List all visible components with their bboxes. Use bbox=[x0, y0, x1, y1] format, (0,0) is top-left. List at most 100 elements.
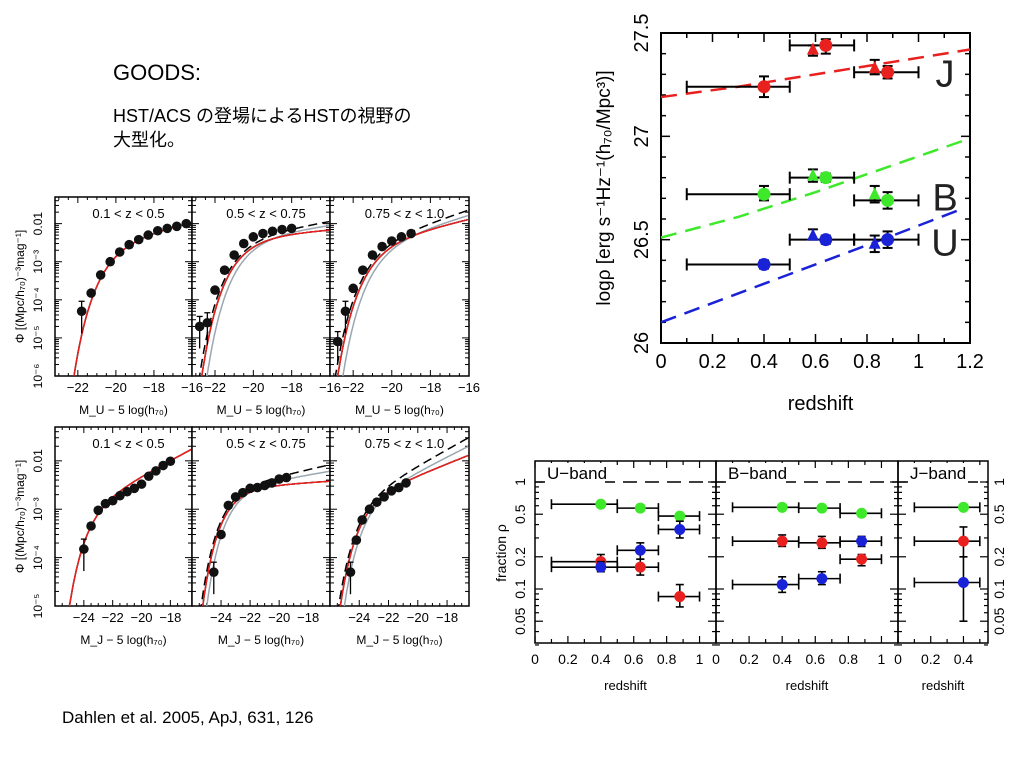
band-label-B: B bbox=[932, 177, 957, 219]
x-tick-label: −18 bbox=[436, 610, 458, 625]
data-point bbox=[95, 270, 106, 280]
data-point bbox=[674, 591, 686, 603]
x-tick-label: 0.2 bbox=[921, 651, 941, 667]
data-point bbox=[86, 288, 96, 298]
lf-panel-J-0: −24 −22 −20 −18 M_J − 5 log(h₇₀) 0.1 < z < 0.… bbox=[54, 426, 193, 647]
data-point bbox=[129, 483, 140, 494]
reference-curve-grey bbox=[342, 214, 469, 376]
data-point-J-circle bbox=[881, 65, 895, 79]
x-axis-label: redshift bbox=[604, 678, 647, 693]
data-point bbox=[223, 500, 234, 511]
luminosity-functions-chart: −22 −20 −18 −16 M_U − 5 log(h₇₀) 0.1 < z < 0.… bbox=[13, 196, 480, 647]
x-tick-label: −20 bbox=[381, 380, 403, 395]
data-point bbox=[143, 230, 154, 240]
x-tick-label: −20 bbox=[242, 380, 264, 395]
x-axis-label: M_J − 5 log(h₇₀) bbox=[356, 633, 442, 647]
panel-frame bbox=[534, 460, 717, 644]
y-tick-label: 27 bbox=[631, 125, 653, 147]
panel-label: 0.5 < z < 0.75 bbox=[226, 436, 306, 451]
data-point-B-triangle bbox=[868, 187, 881, 200]
lf-panel-U-2: −22 −20 −18 −16 M_U − 5 log(h₇₀) 0.75 < z < 1… bbox=[329, 196, 480, 417]
lf-panel-J-1: −24 −22 −20 −18 M_J − 5 log(h₇₀) 0.5 < z < 0.… bbox=[191, 426, 331, 647]
x-axis-label: redshift bbox=[788, 393, 854, 415]
data-point-B-circle bbox=[757, 187, 771, 201]
band-label-U: U bbox=[931, 223, 958, 265]
model-line-U bbox=[660, 209, 958, 324]
y-tick-label: 27.5 bbox=[631, 14, 653, 53]
y-tick-label: 10⁻⁶ bbox=[31, 364, 45, 389]
x-tick-label: 0.6 bbox=[802, 351, 830, 373]
y-tick-label: 26 bbox=[631, 332, 653, 354]
x-tick-label: −22 bbox=[204, 380, 226, 395]
fraction-panel-0: 0 0.2 0.4 0.6 0.8 1 redshift U−band bbox=[531, 460, 717, 693]
x-tick-label: 0.4 bbox=[954, 651, 974, 667]
subtitle-line-2: 大型化。 bbox=[113, 130, 185, 150]
panel-frame bbox=[54, 426, 193, 607]
y-tick-label-left: 0.5 bbox=[512, 504, 528, 524]
y-axis-label: Φ [(Mpc/h₇₀)⁻³mag⁻¹] bbox=[13, 460, 27, 573]
data-point bbox=[776, 535, 788, 547]
panel-label: 0.1 < z < 0.5 bbox=[92, 436, 164, 451]
x-tick-label: −18 bbox=[143, 380, 165, 395]
panel-label: 0.75 < z < 1.0 bbox=[365, 436, 445, 451]
x-tick-label: −24 bbox=[73, 610, 95, 625]
data-point bbox=[816, 537, 828, 549]
data-point-J-circle bbox=[819, 38, 833, 52]
data-point bbox=[364, 504, 375, 515]
data-point bbox=[79, 544, 89, 554]
y-tick-label: 10⁻⁵ bbox=[31, 594, 45, 619]
x-tick-label: −16 bbox=[181, 380, 203, 395]
data-point bbox=[238, 238, 249, 249]
data-point bbox=[114, 247, 125, 257]
data-point bbox=[674, 523, 686, 535]
data-point-U-triangle bbox=[806, 228, 819, 241]
data-point bbox=[136, 479, 147, 489]
x-tick-label: 0.2 bbox=[558, 651, 578, 667]
data-point bbox=[816, 502, 828, 514]
data-point bbox=[151, 466, 161, 476]
x-tick-label: 0.6 bbox=[624, 651, 644, 667]
band-label-J: J bbox=[936, 53, 955, 95]
x-tick-label: 0.6 bbox=[806, 651, 826, 667]
data-point bbox=[396, 232, 407, 242]
y-axis-label: Φ [(Mpc/h₇₀)⁻³mag⁻¹] bbox=[13, 230, 27, 343]
data-point bbox=[230, 492, 241, 502]
y-tick-label: 10⁻³ bbox=[31, 250, 45, 274]
x-tick-label: 0.2 bbox=[739, 651, 759, 667]
y-tick-label-right: 0.2 bbox=[991, 547, 1007, 567]
data-point-B-triangle bbox=[806, 168, 819, 181]
x-tick-label: 0.2 bbox=[699, 351, 727, 373]
data-point bbox=[245, 483, 255, 494]
data-point bbox=[162, 223, 173, 234]
y-tick-label: 0.01 bbox=[31, 449, 45, 473]
data-point bbox=[194, 321, 205, 332]
y-tick-label-left: 0.1 bbox=[512, 579, 528, 599]
x-tick-label: 0.8 bbox=[853, 351, 881, 373]
x-tick-label: −18 bbox=[297, 610, 319, 625]
slide-subtitle: HST/ACS の登場によるHSTの視野の 大型化。 bbox=[113, 104, 493, 152]
data-point bbox=[210, 285, 220, 295]
data-point bbox=[595, 498, 607, 510]
panel-label: 0.5 < z < 0.75 bbox=[226, 206, 306, 221]
data-point bbox=[124, 239, 135, 250]
label-backing bbox=[545, 463, 605, 483]
data-point bbox=[181, 218, 192, 229]
data-point bbox=[776, 501, 788, 513]
fraction-panel-2: 0 0.2 0.4 redshift J−band bbox=[894, 460, 989, 693]
x-tick-label: −20 bbox=[130, 610, 152, 625]
plot-frame bbox=[660, 32, 971, 344]
panel-label: 0.1 < z < 0.5 bbox=[92, 206, 164, 221]
x-axis-label: M_J − 5 log(h₇₀) bbox=[218, 633, 304, 647]
panel-label: 0.75 < z < 1.0 bbox=[365, 206, 445, 221]
x-tick-label: 0 bbox=[712, 651, 720, 667]
x-tick-label: 0.4 bbox=[750, 351, 778, 373]
x-tick-label: −22 bbox=[377, 610, 399, 625]
data-point bbox=[133, 234, 144, 245]
panel-label: J−band bbox=[910, 464, 966, 483]
data-point bbox=[357, 515, 367, 525]
data-point bbox=[274, 474, 284, 484]
panel-frame bbox=[897, 460, 989, 644]
x-tick-label: 0.4 bbox=[772, 651, 792, 667]
data-point bbox=[86, 521, 96, 531]
x-tick-label: 0.8 bbox=[839, 651, 859, 667]
